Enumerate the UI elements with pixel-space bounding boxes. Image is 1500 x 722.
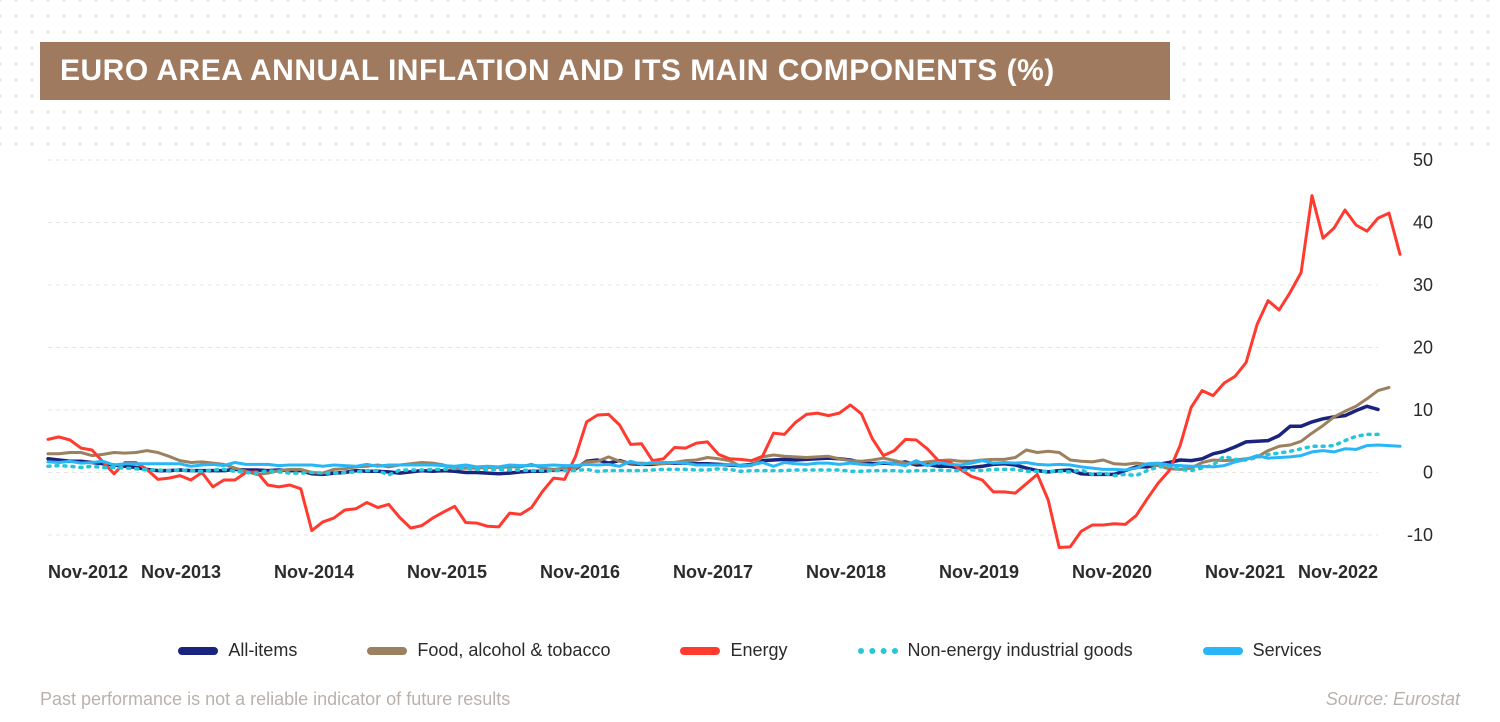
legend-label: Non-energy industrial goods [908, 640, 1133, 661]
legend-item-neig: Non-energy industrial goods [858, 640, 1133, 661]
legend-swatch [858, 648, 898, 654]
x-tick-label: Nov-2016 [540, 562, 620, 580]
legend-label: All-items [228, 640, 297, 661]
legend-label: Energy [730, 640, 787, 661]
legend-swatch [367, 647, 407, 655]
legend-item-energy: Energy [680, 640, 787, 661]
x-tick-label: Nov-2013 [141, 562, 221, 580]
disclaimer-text: Past performance is not a reliable indic… [40, 689, 510, 710]
x-tick-label: Nov-2012 [48, 562, 128, 580]
legend-item-food: Food, alcohol & tobacco [367, 640, 610, 661]
x-tick-label: Nov-2020 [1072, 562, 1152, 580]
y-tick-label: -10 [1407, 525, 1433, 545]
legend-label: Food, alcohol & tobacco [417, 640, 610, 661]
chart-title: EURO AREA ANNUAL INFLATION AND ITS MAIN … [60, 54, 1055, 88]
chart-footer: Past performance is not a reliable indic… [40, 689, 1460, 710]
y-tick-label: 40 [1413, 213, 1433, 233]
source-text: Source: Eurostat [1326, 689, 1460, 710]
line-chart: -10 0 10 20 30 40 50 Nov-2012 Nov-2013 Nov-2014 No… [40, 150, 1460, 580]
chart-svg: -10 0 10 20 30 40 50 Nov-2012 Nov-2013 Nov-2014 No… [40, 150, 1460, 580]
x-tick-label: Nov-2021 [1205, 562, 1285, 580]
legend-item-services: Services [1203, 640, 1322, 661]
y-tick-label: 20 [1413, 338, 1433, 358]
series-energy [48, 196, 1400, 548]
x-tick-label: Nov-2015 [407, 562, 487, 580]
legend: All-items Food, alcohol & tobacco Energy No… [40, 640, 1460, 661]
x-tick-label: Nov-2022 [1298, 562, 1378, 580]
legend-swatch [680, 647, 720, 655]
legend-swatch [1203, 647, 1243, 655]
legend-label: Services [1253, 640, 1322, 661]
x-tick-label: Nov-2018 [806, 562, 886, 580]
x-tick-label: Nov-2017 [673, 562, 753, 580]
chart-title-bar: EURO AREA ANNUAL INFLATION AND ITS MAIN … [40, 42, 1170, 100]
legend-item-all_items: All-items [178, 640, 297, 661]
legend-swatch [178, 647, 218, 655]
y-tick-label: 10 [1413, 400, 1433, 420]
y-tick-label: 50 [1413, 150, 1433, 170]
y-tick-label: 30 [1413, 275, 1433, 295]
x-tick-label: Nov-2019 [939, 562, 1019, 580]
y-tick-label: 0 [1423, 463, 1433, 483]
x-tick-label: Nov-2014 [274, 562, 354, 580]
